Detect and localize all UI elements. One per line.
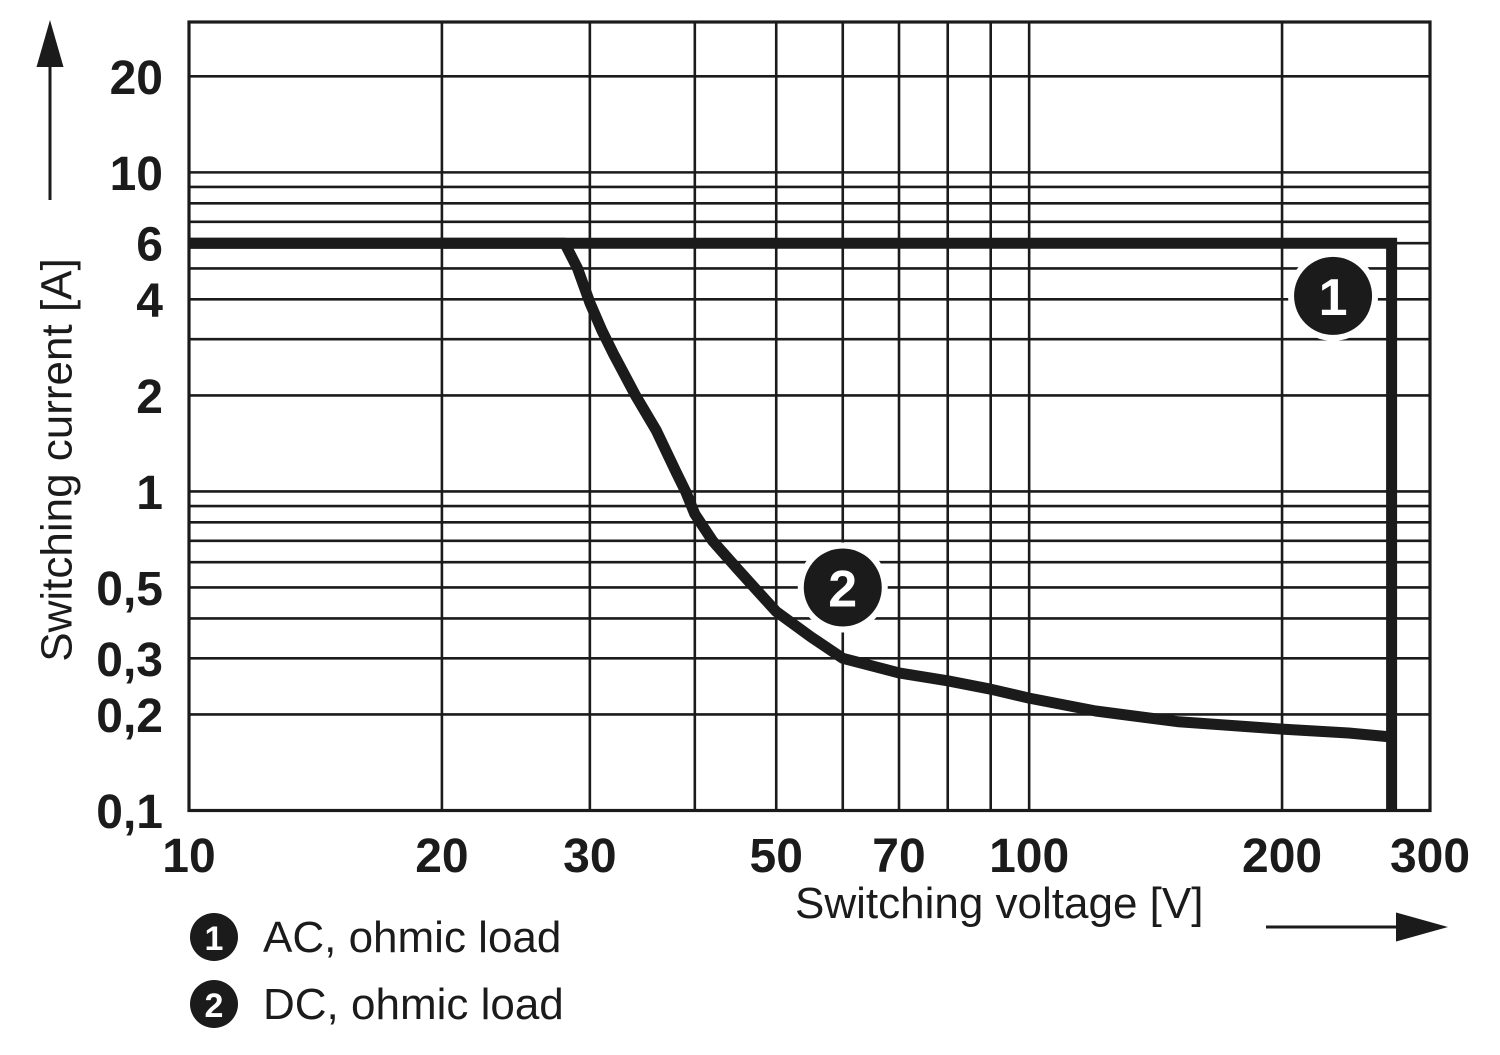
y-axis-title: Switching current [A] — [33, 258, 82, 662]
gridlines — [189, 22, 1430, 811]
curve-markers: 12 — [797, 250, 1379, 633]
tick-labels: 10 20 30 50 70 100 200 300 20 10 64 2 1 0,5 0,30,2 0,1 — [96, 52, 1470, 883]
legend-badge-2-icon — [190, 980, 238, 1028]
legend-item-dc: 2 DC, ohmic load — [190, 980, 564, 1029]
x-tick-label: 50 — [750, 830, 803, 883]
y-tick-label: 0,3 — [96, 634, 163, 687]
x-axis-title: Switching voltage [V] — [795, 879, 1203, 928]
y-tick-label: 6 — [136, 219, 163, 272]
x-tick-label: 100 — [989, 830, 1069, 883]
curve-marker-2: 2 — [797, 542, 888, 633]
data-curves — [189, 237, 1398, 811]
marker-number: 1 — [1319, 269, 1348, 327]
curve-marker-1: 1 — [1288, 250, 1379, 341]
x-tick-label: 70 — [872, 830, 925, 883]
legend-badge-2-number: 2 — [205, 987, 224, 1025]
legend-badge-1-icon — [190, 913, 238, 961]
x-tick-label: 10 — [162, 830, 215, 883]
legend: 1 AC, ohmic load 2 DC, ohmic load — [190, 913, 564, 1029]
y-tick-label: 20 — [110, 52, 163, 105]
dc-curve — [189, 237, 1393, 743]
y-tick-label: 10 — [110, 148, 163, 201]
legend-label-ac: AC, ohmic load — [263, 913, 561, 962]
x-tick-label: 200 — [1242, 830, 1322, 883]
legend-item-ac: 1 AC, ohmic load — [190, 913, 561, 962]
x-axis-arrow-icon — [1266, 912, 1448, 942]
y-tick-label: 1 — [136, 467, 163, 520]
x-tick-label: 20 — [415, 830, 468, 883]
plot-frame — [187, 20, 1432, 813]
y-tick-label: 0,2 — [96, 690, 163, 743]
x-tick-label: 300 — [1390, 830, 1470, 883]
x-tick-label: 30 — [563, 830, 616, 883]
legend-label-dc: DC, ohmic load — [263, 980, 564, 1029]
y-axis-arrow-icon — [36, 20, 64, 200]
marker-disc — [803, 548, 882, 627]
marker-disc — [1294, 256, 1373, 335]
y-tick-label: 0,1 — [96, 786, 163, 839]
marker-number: 2 — [828, 560, 857, 618]
legend-badge-1-number: 1 — [205, 920, 224, 958]
y-tick-label: 4 — [136, 275, 163, 328]
y-tick-label: 2 — [136, 371, 163, 424]
y-tick-label: 0,5 — [96, 563, 163, 616]
ac-curve — [189, 237, 1398, 811]
